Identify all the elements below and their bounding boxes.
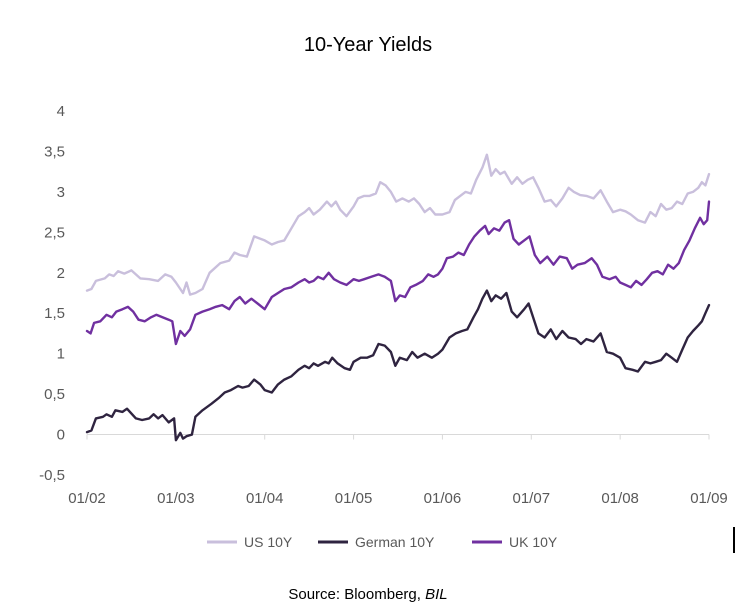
x-tick-label: 01/07 <box>513 490 551 507</box>
legend-label-us-10y: US 10Y <box>244 534 293 550</box>
x-tick-label: 01/02 <box>68 490 106 507</box>
x-tick-label: 01/04 <box>246 490 284 507</box>
y-tick-label: 0,5 <box>44 386 65 403</box>
y-tick-label: 3 <box>57 184 65 201</box>
y-tick-label: 2 <box>57 265 65 282</box>
x-axis-tick-labels: 01/02 01/03 01/04 01/05 01/06 01/07 01/08 01/09 <box>68 490 728 507</box>
x-tick-label: 01/06 <box>424 490 462 507</box>
y-tick-label: 1,5 <box>44 305 65 322</box>
source-text: Source: Bloomberg, <box>288 586 426 603</box>
y-tick-label: 0 <box>57 427 65 444</box>
source-note: Source: Bloomberg, BIL <box>0 586 736 603</box>
legend-label-uk-10y: UK 10Y <box>509 534 558 550</box>
y-axis-tick-labels: -0,5 0 0,5 1 1,5 2 2,5 3 3,5 4 <box>39 103 65 484</box>
y-tick-label: 1 <box>57 346 65 363</box>
x-tick-label: 01/08 <box>601 490 639 507</box>
y-tick-label: -0,5 <box>39 467 65 484</box>
y-tick-label: 2,5 <box>44 224 65 241</box>
y-tick-label: 3,5 <box>44 143 65 160</box>
series-line-us-10y <box>85 153 711 296</box>
edge-mark <box>733 527 735 553</box>
legend-label-german-10y: German 10Y <box>355 534 435 550</box>
series-line-uk-10y <box>85 200 711 346</box>
legend: US 10Y German 10Y UK 10Y <box>207 534 558 550</box>
x-tick-label: 01/09 <box>690 490 728 507</box>
x-tick-label: 01/05 <box>335 490 373 507</box>
source-italic-text: BIL <box>425 586 448 603</box>
y-tick-label: 4 <box>57 103 65 120</box>
x-tick-label: 01/03 <box>157 490 195 507</box>
series-lines <box>85 153 711 442</box>
series-line-german-10y <box>85 289 711 442</box>
chart-title: 10-Year Yields <box>303 34 433 56</box>
